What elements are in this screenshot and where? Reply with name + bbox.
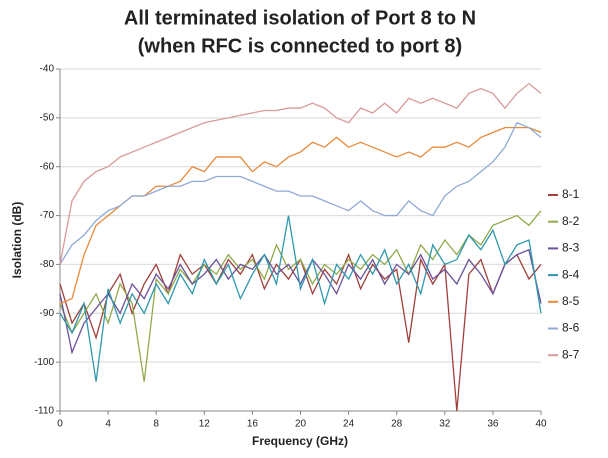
y-tick-label: -80: [40, 259, 55, 270]
y-tick-label: -40: [40, 64, 55, 75]
y-tick-label: -50: [40, 112, 55, 123]
legend-label: 8-6: [562, 321, 580, 335]
x-tick-label: 0: [57, 419, 63, 430]
x-tick-label: 24: [343, 419, 355, 430]
x-tick-label: 4: [105, 419, 111, 430]
x-tick-label: 12: [199, 419, 211, 430]
y-tick-label: -100: [34, 357, 54, 368]
x-axis-title: Frequency (GHz): [252, 434, 348, 448]
legend-label: 8-5: [562, 294, 580, 308]
series-line: [59, 82, 542, 265]
series-line: [59, 248, 542, 355]
series-line: [59, 121, 542, 265]
series-line: [59, 210, 542, 382]
x-tick-label: 8: [153, 419, 159, 430]
legend-label: 8-2: [562, 214, 580, 228]
x-tick-label: 20: [295, 419, 307, 430]
x-tick-label: 16: [247, 419, 259, 430]
series-line: [59, 215, 542, 382]
chart-title: All terminated isolation of Port 8 to N: [124, 7, 476, 29]
y-tick-label: -60: [40, 161, 55, 172]
x-tick-label: 40: [535, 419, 547, 430]
legend-label: 8-7: [562, 347, 580, 361]
y-axis-title: Isolation (dB): [10, 202, 24, 279]
y-tick-label: -90: [40, 308, 55, 319]
x-tick-label: 36: [487, 419, 499, 430]
y-tick-label: -110: [35, 406, 55, 417]
x-tick-label: 32: [439, 419, 451, 430]
x-tick-label: 28: [391, 419, 403, 430]
legend-label: 8-3: [562, 241, 580, 255]
chart-subtitle: (when RFC is connected to port 8): [138, 35, 462, 57]
series-line: [59, 252, 542, 412]
legend-label: 8-4: [562, 267, 580, 281]
legend-label: 8-1: [562, 187, 580, 201]
y-tick-label: -70: [40, 210, 55, 221]
